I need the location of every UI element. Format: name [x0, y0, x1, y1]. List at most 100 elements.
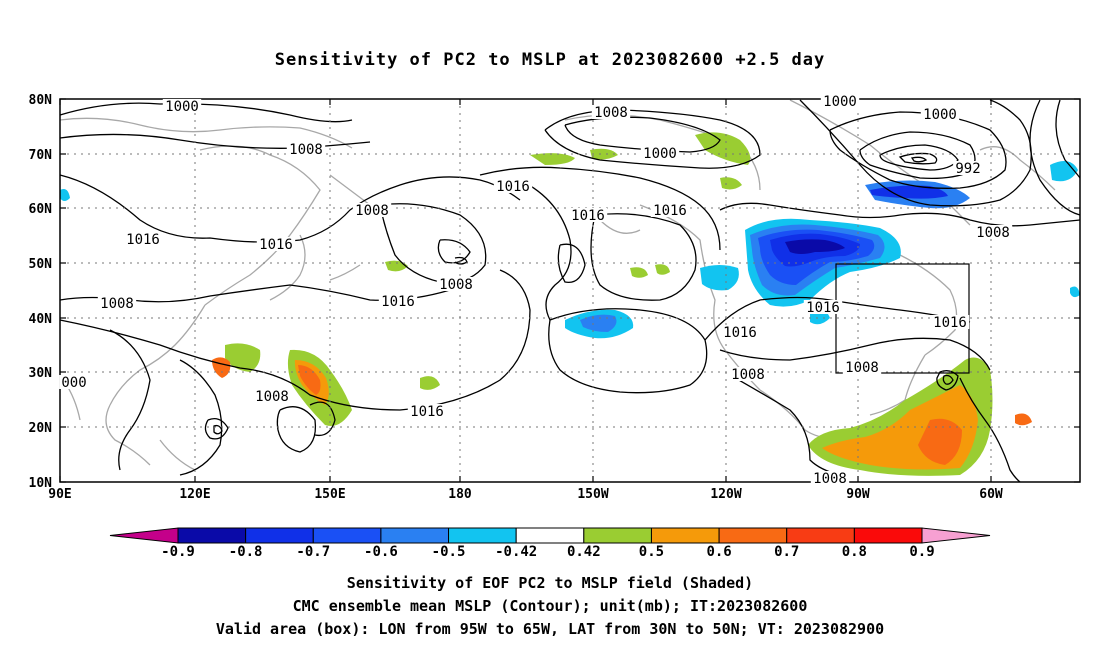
- colorbar-segment: [718, 527, 788, 544]
- colorbar-segment: [448, 527, 517, 544]
- contour-label-bg: [650, 203, 690, 217]
- lat-label: 30N: [29, 366, 53, 381]
- contour-label: 1000: [165, 99, 199, 115]
- lat-label: 40N: [29, 312, 53, 327]
- lat-label: 10N: [29, 476, 53, 491]
- lat-label: 60N: [29, 202, 53, 217]
- contour-labels: 1000 1008 1016 1016 1008 1016 1008 1016 1008 1016…: [59, 94, 1013, 487]
- contour-label: 1016: [806, 300, 840, 316]
- contour-label: 1016: [259, 237, 293, 253]
- contour-label: 1000: [823, 94, 857, 110]
- lon-label: 180: [448, 487, 472, 502]
- colorbar-segment: [380, 527, 450, 544]
- contour-label-bg: [720, 325, 760, 339]
- caption-valid-area: Valid area (box): LON from 95W to 65W, L…: [215, 620, 885, 638]
- contour-label-bg: [252, 389, 292, 403]
- lon-label: 150E: [314, 487, 345, 502]
- lat-lon-grid: [60, 99, 1080, 482]
- colorbar-segment: [650, 527, 720, 544]
- lat-label: 50N: [29, 257, 53, 272]
- colorbar-segment: [177, 527, 247, 544]
- colorbar-segment: [786, 527, 855, 544]
- colorbar-high-arrow: [921, 527, 991, 544]
- contour-label-bg: [493, 179, 533, 193]
- contour-label: 1016: [571, 208, 605, 224]
- colorbar-segment: [312, 527, 382, 544]
- lat-label: 20N: [29, 421, 53, 436]
- colorbar-label: -0.42: [495, 544, 537, 560]
- contour-label-bg: [973, 225, 1013, 239]
- lat-label: 70N: [29, 148, 53, 163]
- map-title: Sensitivity of PC2 to MSLP at 2023082600…: [274, 50, 826, 70]
- sensitivity-shading: [60, 132, 1080, 476]
- colorbar-segment: [583, 527, 652, 544]
- contour-label-bg: [568, 208, 608, 222]
- lat-label: 80N: [29, 93, 53, 108]
- latitude-labels: 80N 70N 60N 50N 40N 30N 20N 10N: [29, 93, 53, 491]
- lon-label: 90E: [48, 487, 71, 502]
- contour-label-bg: [591, 105, 631, 119]
- contour-label: 1000: [643, 146, 677, 162]
- map-frame: [59, 98, 1081, 483]
- contour-label: 992: [955, 161, 980, 177]
- contour-label: 1016: [381, 294, 415, 310]
- contour-label-bg: [378, 294, 418, 308]
- contour-label: 1008: [845, 360, 879, 376]
- lon-label: 60W: [979, 487, 1003, 502]
- colorbar: -0.9 -0.8 -0.7 -0.6 -0.5 -0.42 0.42 0.5 0.6 0.7 0.…: [109, 527, 991, 560]
- contour-label: 1008: [100, 296, 134, 312]
- contour-label: 1000: [923, 107, 957, 123]
- contour-label-bg: [810, 471, 850, 485]
- contour-label-bg: [640, 146, 680, 160]
- colorbar-label: -0.5: [432, 544, 466, 560]
- colorbar-label: 0.42: [567, 544, 601, 560]
- contour-label-bg: [820, 94, 860, 108]
- lon-label: 90W: [846, 487, 870, 502]
- contour-label-bg: [436, 277, 476, 291]
- colorbar-label: 0.9: [909, 544, 934, 560]
- colorbar-label: 0.8: [842, 544, 867, 560]
- contour-label-bg: [352, 203, 392, 217]
- contour-label: 1016: [126, 232, 160, 248]
- contour-label: 1016: [723, 325, 757, 341]
- contour-label-bg: [162, 99, 202, 113]
- contour-label: 1008: [594, 105, 628, 121]
- contour-label-bg: [123, 232, 163, 246]
- contour-label: 000: [61, 375, 86, 391]
- contour-label: 1008: [255, 389, 289, 405]
- contour-label-bg: [97, 296, 137, 310]
- lon-label: 150W: [577, 487, 608, 502]
- colorbar-label: 0.5: [639, 544, 664, 560]
- contour-label-bg: [930, 315, 970, 329]
- contour-label-bg: [728, 367, 768, 381]
- contour-label-bg: [953, 161, 983, 175]
- contour-label-bg: [59, 375, 89, 389]
- contour-label-bg: [842, 360, 882, 374]
- colorbar-label: 0.7: [774, 544, 799, 560]
- lon-label: 120E: [179, 487, 210, 502]
- contour-label: 1008: [439, 277, 473, 293]
- contour-label: 1008: [289, 142, 323, 158]
- colorbar-segment: [515, 527, 585, 544]
- contour-label-bg: [256, 237, 296, 251]
- colorbar-label: -0.9: [161, 544, 195, 560]
- colorbar-label: -0.7: [296, 544, 330, 560]
- contour-label: 1016: [653, 203, 687, 219]
- contour-label: 1016: [410, 404, 444, 420]
- contour-label-bg: [920, 107, 960, 121]
- contour-label: 1008: [976, 225, 1010, 241]
- contour-label: 1008: [731, 367, 765, 383]
- contour-label: 1008: [813, 471, 847, 487]
- colorbar-label: 0.6: [706, 544, 731, 560]
- contour-label-bg: [286, 142, 326, 156]
- contour-label-bg: [407, 404, 447, 418]
- contour-label: 1008: [355, 203, 389, 219]
- contour-label: 1016: [933, 315, 967, 331]
- colorbar-segment: [853, 527, 923, 544]
- longitude-labels: 90E 120E 150E 180 150W 120W 90W 60W: [48, 487, 1003, 502]
- colorbar-label: -0.8: [229, 544, 263, 560]
- colorbar-low-arrow: [109, 527, 179, 544]
- lon-label: 120W: [710, 487, 741, 502]
- caption-shaded: Sensitivity of EOF PC2 to MSLP field (Sh…: [346, 574, 754, 592]
